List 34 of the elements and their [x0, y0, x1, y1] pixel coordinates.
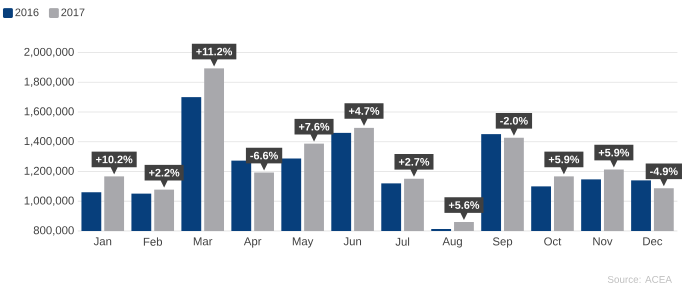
y-tick-label: 1,600,000	[24, 107, 74, 117]
legend-label: 2017	[61, 8, 84, 16]
x-tick-label: Sep	[492, 237, 512, 248]
x-tick-label: May	[292, 237, 314, 248]
y-tick-label: 1,400,000	[24, 136, 74, 146]
x-tick-label: Jul	[396, 237, 410, 246]
x-tick-label: Jun	[344, 237, 362, 246]
y-tick-label: 1,200,000	[24, 166, 74, 176]
x-tick-label: Dec	[643, 237, 662, 246]
annotation: -2.0%	[500, 116, 528, 124]
y-tick-label: 1,800,000	[24, 77, 74, 87]
annotation: -6.6%	[250, 152, 278, 160]
x-tick-label: Apr	[244, 237, 262, 248]
annotation: +4.7%	[348, 106, 380, 115]
annotation: -4.9%	[650, 167, 678, 175]
annotation: +7.6%	[298, 122, 330, 130]
x-tick-label: Aug	[442, 237, 462, 248]
y-tick-label: 1,000,000	[24, 196, 74, 206]
annotation: +2.7%	[398, 158, 430, 166]
y-tick-label: 800,000	[34, 226, 74, 236]
annotation: +5.6%	[448, 201, 480, 209]
source-note: Source: ACEA	[608, 276, 672, 283]
legend-label: 2016	[15, 8, 39, 16]
annotation: +5.9%	[598, 148, 630, 156]
x-tick-label: Mar	[194, 237, 212, 246]
annotation: +5.9%	[548, 155, 580, 164]
x-tick-label: Oct	[544, 237, 562, 246]
annotation: +2.2%	[149, 168, 180, 176]
x-tick-label: Nov	[593, 237, 613, 246]
annotation: +10.2%	[96, 155, 132, 164]
annotation: +11.2%	[196, 48, 232, 56]
x-tick-label: Jan	[94, 237, 112, 246]
y-tick-label: 2,000,000	[24, 48, 74, 58]
x-tick-label: Feb	[144, 237, 162, 246]
